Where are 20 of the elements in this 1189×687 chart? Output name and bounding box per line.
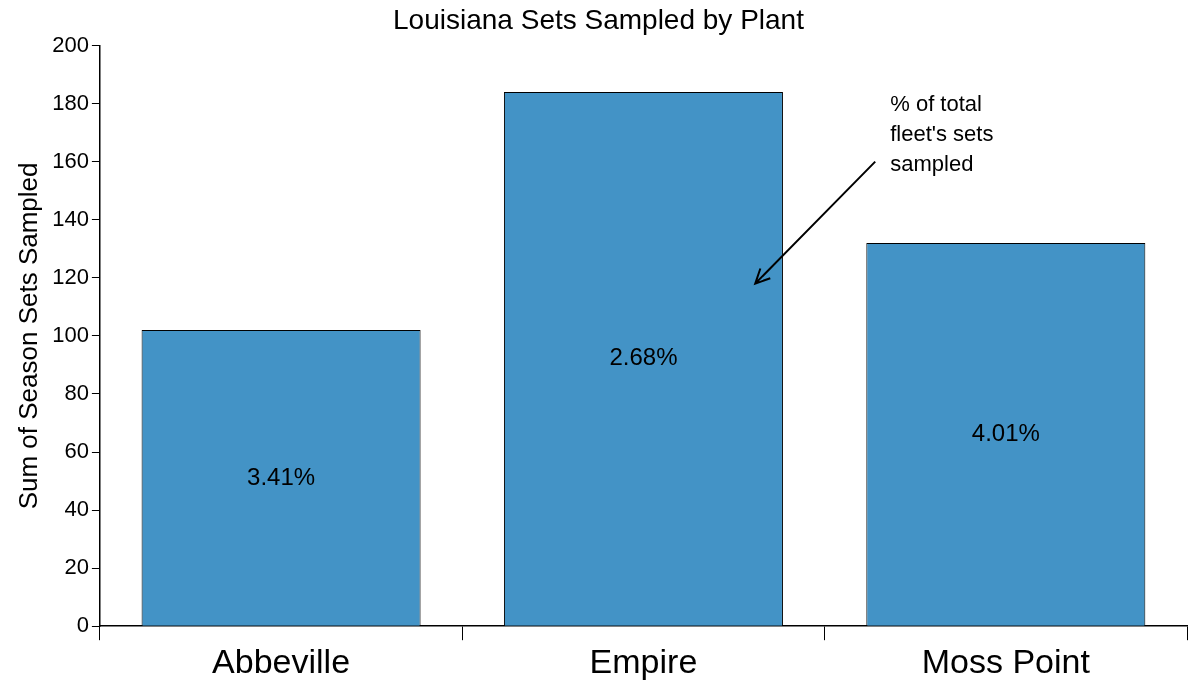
y-tick-label: 0 [76,612,89,638]
y-tick-label: 40 [64,496,89,522]
annotation: 4.01% [971,418,1040,446]
annotation: 2.68% [609,343,678,371]
x-tick-label: Empire [589,641,698,680]
y-tick-label: 60 [64,438,89,464]
x-tick-label: Abbeville [212,641,351,680]
y-tick-label: 160 [52,147,89,173]
annotation: % of total fleet's sets sampled [890,90,994,176]
annotation: 3.41% [247,462,316,490]
y-tick-label: 80 [64,380,89,406]
y-tick-label: 200 [52,31,89,57]
chart-title: Louisiana Sets Sampled by Plant [393,3,805,35]
y-tick-label: 120 [52,263,89,289]
y-tick-label: 140 [52,205,89,231]
y-tick-label: 100 [52,321,89,347]
y-axis-title: Sum of Season Sets Sampled [12,162,43,510]
x-tick-label: Moss Point [921,641,1091,680]
y-tick-label: 20 [64,554,89,580]
y-tick-label: 180 [52,89,89,115]
